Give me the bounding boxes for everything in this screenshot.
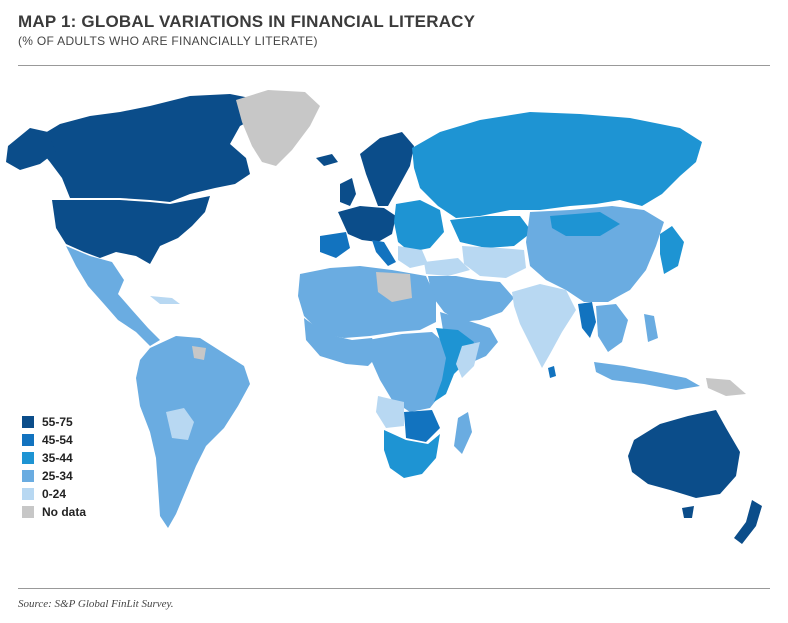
map-region-western-europe <box>338 206 396 242</box>
legend-swatch <box>22 452 34 464</box>
legend-swatch <box>22 488 34 500</box>
map-region-uk <box>340 178 356 206</box>
map-region-iceland <box>316 154 338 166</box>
map-region-alaska <box>6 128 56 170</box>
legend-label: 55-75 <box>42 415 73 429</box>
map-region-botswana-zimbabwe <box>404 410 440 442</box>
map-region-somalia <box>456 342 480 378</box>
map-region-angola <box>376 396 404 428</box>
map-region-south-america <box>136 336 250 528</box>
map-region-central-africa <box>368 332 452 412</box>
map-region-central-asia <box>462 246 526 278</box>
source-note: Source: S&P Global FinLit Survey. <box>18 598 174 610</box>
legend-label: No data <box>42 505 87 519</box>
legend-label: 45-54 <box>42 433 73 447</box>
map-region-iberia <box>320 232 350 258</box>
map-subtitle: (% OF ADULTS WHO ARE FINANCIALLY LITERAT… <box>18 34 318 48</box>
bottom-divider <box>18 588 770 589</box>
map-region-greenland <box>236 90 320 166</box>
map-region-papua-new-guinea <box>706 378 746 396</box>
map-title: MAP 1: GLOBAL VARIATIONS IN FINANCIAL LI… <box>18 12 476 31</box>
map-legend: 55-75 45-54 35-44 25-34 0-24 No data <box>22 414 86 522</box>
map-region-italy <box>372 240 396 266</box>
map-region-bolivia <box>166 408 194 440</box>
map-region-southeast-asia <box>596 304 628 352</box>
legend-item: 55-75 <box>22 414 86 430</box>
map-region-cuba <box>150 296 180 304</box>
legend-label: 35-44 <box>42 451 73 465</box>
legend-item: 0-24 <box>22 486 86 502</box>
map-region-north-africa <box>298 266 436 338</box>
map-region-kazakhstan <box>450 216 532 248</box>
map-region-middle-east <box>428 276 514 322</box>
top-divider <box>18 65 770 66</box>
map-region-mongolia <box>550 212 620 236</box>
map-region-balkans <box>398 246 428 268</box>
map-region-united-states <box>52 196 210 264</box>
map-region-west-africa <box>304 318 380 366</box>
legend-item: 35-44 <box>22 450 86 466</box>
map-region-guianas <box>192 346 206 360</box>
map-region-turkey <box>424 258 470 276</box>
map-region-philippines <box>644 314 658 342</box>
map-region-libya <box>376 272 412 302</box>
map-region-new-zealand <box>734 500 762 544</box>
map-region-southern-africa <box>384 430 440 478</box>
map-region-tasmania <box>682 506 694 518</box>
map-region-korea-japan <box>660 226 684 274</box>
legend-label: 25-34 <box>42 469 73 483</box>
legend-swatch <box>22 506 34 518</box>
map-region-canada <box>40 94 260 202</box>
legend-item: No data <box>22 504 86 520</box>
map-region-madagascar <box>454 412 472 454</box>
map-region-scandinavia <box>360 132 414 206</box>
map-region-eastern-europe <box>394 200 444 252</box>
map-region-russia <box>412 112 702 218</box>
legend-swatch <box>22 470 34 482</box>
map-region-myanmar <box>578 302 596 338</box>
legend-swatch <box>22 416 34 428</box>
legend-item: 45-54 <box>22 432 86 448</box>
legend-item: 25-34 <box>22 468 86 484</box>
map-region-indonesia <box>594 362 700 390</box>
map-region-mexico-central-america <box>66 246 160 346</box>
legend-label: 0-24 <box>42 487 67 501</box>
map-region-sri-lanka <box>548 366 556 378</box>
legend-swatch <box>22 434 34 446</box>
map-region-india <box>512 284 576 368</box>
world-map <box>6 90 762 544</box>
map-region-australia <box>628 410 740 498</box>
